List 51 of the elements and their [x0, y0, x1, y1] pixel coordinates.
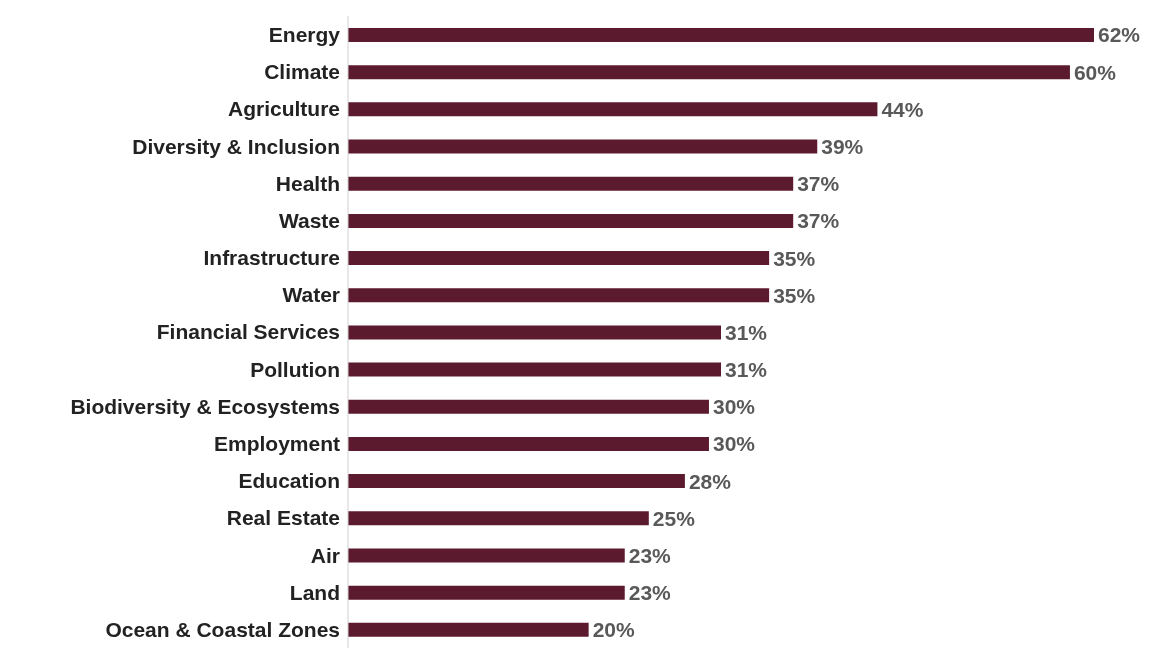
- data-label: 60%: [1073, 60, 1117, 84]
- bar: [348, 585, 625, 600]
- data-label: 35%: [773, 283, 816, 307]
- data-label: 31%: [725, 358, 768, 382]
- data-label: 30%: [712, 395, 756, 419]
- data-label: 23%: [628, 581, 672, 605]
- y-tick-label: Health: [275, 171, 340, 195]
- bar: [348, 622, 589, 637]
- y-tick-label: Climate: [264, 60, 340, 84]
- y-tick-label: Diversity & Inclusion: [132, 134, 340, 158]
- data-label: 35%: [773, 246, 816, 270]
- data-label: 25%: [652, 506, 696, 530]
- bar: [348, 436, 709, 451]
- y-tick-label: Water: [282, 283, 340, 307]
- bar: [348, 139, 818, 154]
- y-tick-label: Ocean & Coastal Zones: [105, 617, 340, 641]
- bar: [348, 548, 625, 563]
- data-label: 39%: [821, 134, 864, 158]
- y-tick-label: Air: [310, 543, 340, 567]
- y-tick-label: Agriculture: [227, 97, 340, 121]
- y-tick-label: Employment: [213, 431, 340, 455]
- bar: [348, 28, 1094, 42]
- data-label: 62%: [1098, 23, 1141, 47]
- data-label: 37%: [797, 172, 840, 196]
- data-label: 20%: [592, 618, 635, 642]
- y-tick-label: Energy: [268, 23, 341, 47]
- y-tick-label: Waste: [278, 208, 340, 232]
- bar: [348, 288, 770, 303]
- data-label: 31%: [725, 320, 768, 344]
- bar: [348, 65, 1070, 80]
- bar: [348, 474, 685, 489]
- y-tick-label: Pollution: [250, 357, 340, 381]
- bar: [348, 399, 709, 414]
- bar: [348, 213, 794, 228]
- data-label: 30%: [712, 432, 756, 456]
- y-tick-label: Real Estate: [226, 506, 340, 530]
- data-label: 37%: [797, 209, 840, 233]
- data-label: 23%: [628, 543, 672, 567]
- y-tick-label: Land: [289, 580, 340, 604]
- bar: [348, 511, 649, 526]
- y-tick-label: Education: [238, 469, 340, 493]
- bar: [348, 176, 794, 191]
- bar: [348, 102, 878, 117]
- bar: [348, 325, 721, 340]
- data-label: 44%: [881, 97, 924, 121]
- data-label: 28%: [688, 469, 732, 493]
- y-tick-label: Infrastructure: [203, 246, 340, 270]
- bar: [348, 362, 721, 377]
- y-tick-label: Biodiversity & Ecosystems: [70, 394, 340, 418]
- bar: [348, 251, 770, 266]
- y-tick-label: Financial Services: [156, 320, 340, 344]
